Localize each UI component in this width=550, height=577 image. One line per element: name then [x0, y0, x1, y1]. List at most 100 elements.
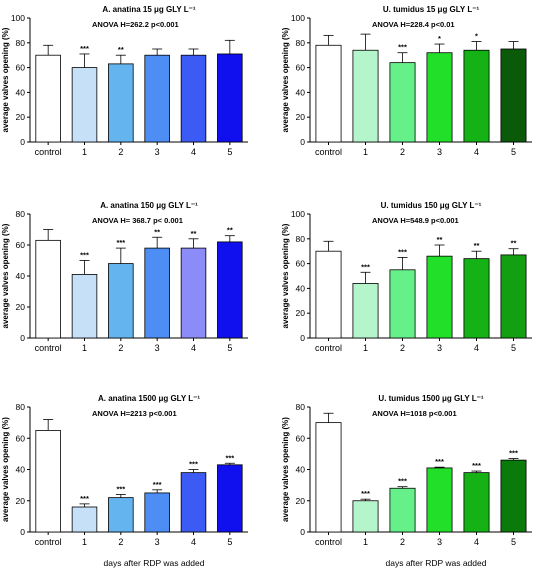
- significance-label: ***: [116, 238, 125, 247]
- bar: [463, 472, 490, 533]
- y-tick-label: 0: [20, 333, 25, 343]
- bar: [71, 506, 98, 533]
- y-tick-label: 60: [296, 63, 306, 73]
- y-tick-label: 20: [16, 302, 26, 312]
- x-axis-label: days after RDP was added: [104, 558, 205, 568]
- significance-label: *: [438, 34, 441, 43]
- x-tick-label: 4: [191, 343, 196, 353]
- y-tick-label: 40: [16, 271, 26, 281]
- x-tick-label: 3: [155, 343, 160, 353]
- bar: [389, 487, 416, 533]
- y-tick-label: 60: [16, 240, 26, 250]
- significance-label: ***: [80, 494, 89, 503]
- bar: [315, 44, 342, 143]
- x-tick-label: 1: [363, 537, 368, 547]
- y-tick-label: 100: [291, 13, 305, 23]
- y-tick-label: 20: [296, 496, 306, 506]
- chart-title: U. tumidus 15 μg GLY L⁻¹: [383, 5, 480, 14]
- x-tick-label: 4: [474, 537, 479, 547]
- anova-stat: ANOVA H=228.4 p<0.01: [372, 20, 455, 29]
- bar: [144, 492, 170, 533]
- significance-label: ***: [361, 262, 370, 271]
- x-tick-label: 3: [155, 147, 160, 157]
- x-tick-label: control: [315, 147, 342, 157]
- x-tick-label: 5: [511, 147, 516, 157]
- y-tick-label: 80: [16, 209, 26, 219]
- chart-top-right: 0 20 40 60 80 100 control 1 2 *** 3 * 4 * 5 U. tumidus …: [281, 5, 532, 157]
- x-tick-label: 2: [400, 147, 405, 157]
- bar: [35, 54, 61, 143]
- anova-stat: ANOVA H=262.2 p<0.001: [92, 20, 179, 29]
- significance-label: *: [475, 32, 478, 41]
- significance-label: ***: [116, 485, 125, 494]
- x-tick-label: control: [315, 343, 342, 353]
- x-tick-label: 4: [191, 537, 196, 547]
- bar: [217, 53, 243, 143]
- x-tick-label: 1: [363, 147, 368, 157]
- bar: [108, 497, 134, 533]
- x-tick-label: 3: [437, 537, 442, 547]
- chart-bottom-left: 0 20 40 60 80 control 1 *** 2 *** 3 *** 4 *** 5 *** A. a…: [1, 394, 248, 568]
- x-tick-label: 4: [474, 147, 479, 157]
- y-tick-label: 100: [291, 209, 305, 219]
- bar: [108, 63, 134, 143]
- y-tick-label: 40: [296, 283, 306, 293]
- y-tick-label: 60: [296, 259, 306, 269]
- x-axis-label: days after RDP was added: [386, 558, 487, 568]
- anova-stat: ANOVA H=1018 p<0.001: [372, 409, 457, 418]
- y-axis-label: average valves opening (%): [281, 27, 290, 132]
- x-tick-label: 5: [511, 343, 516, 353]
- chart-middle-right: 0 20 40 60 80 100 control 1 *** 2 *** 3 ** 4 ** 5 ** U. t…: [281, 201, 532, 353]
- significance-label: ***: [435, 457, 444, 466]
- anova-stat: ANOVA H=2213 p<0.001: [92, 409, 177, 418]
- significance-label: ***: [472, 461, 481, 470]
- y-axis-label: average valves opening (%): [1, 27, 10, 132]
- y-tick-label: 40: [16, 87, 26, 97]
- chart-title: U. tumidus 1500 μg GLY L⁻¹: [378, 394, 483, 403]
- bar: [71, 274, 98, 339]
- chart-middle-left: 0 20 40 60 80 control 1 *** 2 *** 3 ** 4 ** 5 ** A. anat…: [1, 201, 248, 353]
- significance-label: ***: [398, 43, 407, 52]
- x-tick-label: 5: [227, 537, 232, 547]
- bar: [180, 247, 207, 339]
- y-tick-label: 0: [20, 527, 25, 537]
- y-tick-label: 0: [300, 333, 305, 343]
- bar: [463, 258, 490, 339]
- x-tick-label: 4: [191, 147, 196, 157]
- bar: [352, 500, 379, 533]
- bar: [426, 52, 453, 143]
- chart-bottom-right: 0 20 40 60 80 control 1 *** 2 *** 3 *** 4 *** 5 *** U. t…: [281, 394, 532, 568]
- significance-label: **: [474, 241, 480, 250]
- bar: [352, 283, 379, 339]
- bar: [500, 254, 527, 339]
- significance-label: ***: [398, 247, 407, 256]
- significance-label: **: [118, 45, 124, 54]
- significance-label: **: [227, 226, 233, 235]
- x-tick-label: 2: [118, 537, 123, 547]
- bar: [389, 62, 416, 143]
- significance-label: **: [191, 229, 197, 238]
- y-tick-label: 0: [20, 137, 25, 147]
- bar: [315, 422, 342, 533]
- bar: [217, 464, 243, 533]
- x-tick-label: 1: [363, 343, 368, 353]
- x-tick-label: 2: [400, 343, 405, 353]
- y-tick-label: 0: [300, 527, 305, 537]
- significance-label: **: [437, 235, 443, 244]
- anova-stat: ANOVA H= 368.7 p< 0.001: [92, 216, 183, 225]
- chart-title: A. anatina 150 μg GLY L⁻¹: [100, 201, 198, 210]
- y-tick-label: 100: [11, 13, 25, 23]
- significance-label: ***: [189, 460, 198, 469]
- y-tick-label: 20: [296, 112, 306, 122]
- significance-label: ***: [80, 251, 89, 260]
- x-tick-label: 2: [400, 537, 405, 547]
- x-tick-label: control: [35, 343, 62, 353]
- y-tick-label: 60: [16, 433, 26, 443]
- significance-label: **: [154, 227, 160, 236]
- bar: [180, 54, 207, 143]
- y-tick-label: 60: [296, 433, 306, 443]
- x-tick-label: 1: [82, 537, 87, 547]
- y-axis-label: average valves opening (%): [281, 223, 290, 328]
- significance-label: ***: [398, 477, 407, 486]
- bar: [217, 241, 243, 339]
